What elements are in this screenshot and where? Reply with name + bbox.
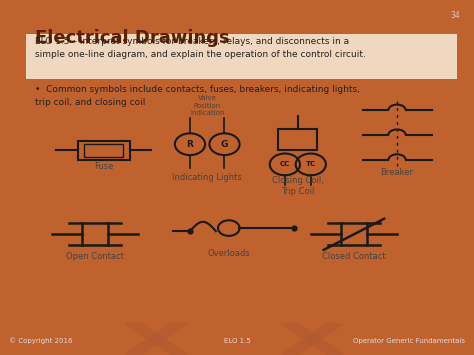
Text: Breaker: Breaker — [381, 168, 413, 177]
Text: Fuse: Fuse — [94, 162, 113, 171]
Text: Valve
Position
Indication: Valve Position Indication — [190, 95, 225, 116]
Text: 34: 34 — [450, 11, 460, 20]
Text: R: R — [187, 140, 193, 149]
Text: TC: TC — [306, 162, 316, 168]
Text: CC: CC — [280, 162, 290, 168]
Text: Open Contact: Open Contact — [66, 252, 124, 261]
Text: Electrical Drawings: Electrical Drawings — [35, 29, 229, 47]
Text: Operator Generic Fundamentals: Operator Generic Fundamentals — [353, 338, 465, 344]
Text: ELO 1.5 – Interpret symbols for breakers, relays, and disconnects in a
simple on: ELO 1.5 – Interpret symbols for breakers… — [35, 37, 365, 59]
Bar — [84, 144, 123, 157]
Text: Indicating Lights: Indicating Lights — [173, 173, 242, 182]
Text: Closing Coil,
Trip Coil: Closing Coil, Trip Coil — [272, 176, 324, 196]
Text: © Copyright 2016: © Copyright 2016 — [9, 337, 73, 344]
Text: Closed Contact: Closed Contact — [322, 252, 386, 261]
Text: G: G — [221, 140, 228, 149]
Bar — [278, 129, 317, 151]
Bar — [78, 141, 129, 160]
Text: Overloads: Overloads — [208, 249, 250, 258]
Bar — [26, 34, 457, 79]
Text: •  Common symbols include contacts, fuses, breakers, indicating lights,
trip coi: • Common symbols include contacts, fuses… — [35, 85, 360, 107]
Text: ELO 1.5: ELO 1.5 — [224, 338, 250, 344]
